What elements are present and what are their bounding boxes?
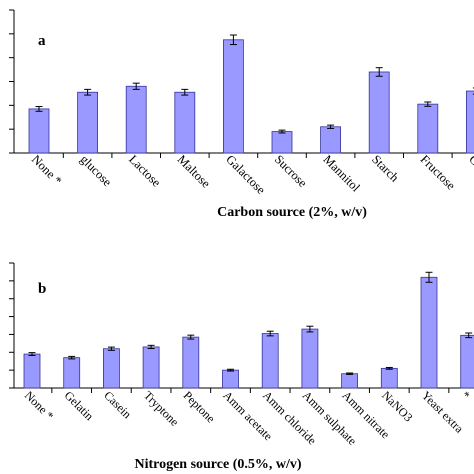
bar-mannitol bbox=[320, 126, 342, 154]
category-label: Lactose bbox=[126, 152, 164, 190]
category-label: Co bbox=[466, 152, 474, 172]
category-label: Casein bbox=[101, 388, 134, 421]
bar- bbox=[460, 334, 474, 389]
bar-glucose bbox=[77, 91, 98, 154]
category-label: * bbox=[459, 388, 473, 402]
bar-galactose bbox=[222, 39, 244, 154]
panel-label: b bbox=[38, 281, 46, 297]
x-axis-title: Carbon source (2%, w/v) bbox=[217, 205, 367, 220]
category-label: NaNO3 bbox=[379, 388, 415, 424]
category-label: Mannitol bbox=[320, 152, 363, 195]
bar-co bbox=[465, 90, 474, 154]
bar-gelatin bbox=[63, 357, 81, 389]
category-label: Starch bbox=[369, 152, 402, 185]
carbon-source-chart: None * glucose Lactose Maltose Galactose Sucr… bbox=[9, 9, 474, 220]
bar-amm-chloride bbox=[261, 333, 279, 389]
category-label: Fructose bbox=[418, 152, 459, 193]
category-label: Galactose bbox=[223, 152, 268, 197]
panel-label: a bbox=[38, 33, 46, 49]
bar-yeast-extra bbox=[420, 276, 438, 389]
category-label: None * bbox=[29, 152, 65, 188]
bar-peptone bbox=[182, 336, 200, 389]
bar-amm-sulphate bbox=[301, 328, 319, 389]
bar-nano3 bbox=[380, 367, 398, 389]
category-label: glucose bbox=[77, 152, 114, 189]
bar-amm-nitrate bbox=[341, 373, 359, 389]
bar-starch bbox=[368, 71, 390, 154]
category-label: Gelatin bbox=[62, 388, 97, 423]
bar-maltose bbox=[174, 91, 196, 154]
bar-lactose bbox=[125, 85, 147, 154]
bar-sucrose bbox=[271, 131, 293, 154]
category-label: Peptone bbox=[181, 388, 218, 425]
category-label: Tryptone bbox=[141, 388, 182, 429]
bar-none bbox=[23, 353, 41, 389]
bar-fructose bbox=[417, 103, 439, 154]
category-label: Yeast extra bbox=[419, 388, 467, 436]
category-label: Maltose bbox=[175, 152, 214, 191]
bar-casein bbox=[103, 348, 120, 389]
bar-tryptone bbox=[142, 346, 160, 389]
bar-none bbox=[28, 108, 50, 154]
category-label: None * bbox=[22, 388, 57, 423]
category-label: Sucrose bbox=[272, 152, 310, 190]
bar-amm-acetate bbox=[222, 369, 239, 389]
x-axis-title: Nitrogen source (0.5%, w/v) bbox=[134, 457, 301, 472]
